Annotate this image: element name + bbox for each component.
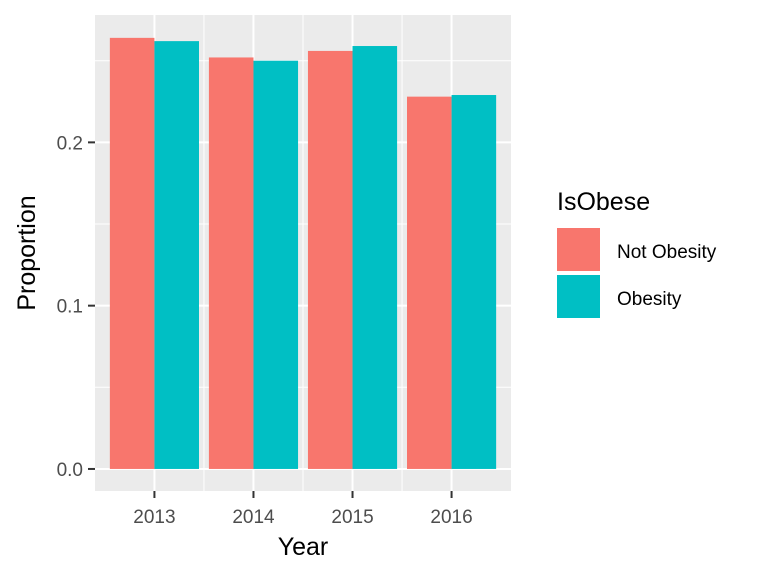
x-axis-title: Year — [278, 533, 329, 561]
x-tick-label: 2015 — [331, 507, 373, 528]
bar-not-obesity-2013 — [109, 37, 155, 469]
x-axis: 2013 2014 2015 2016 — [133, 491, 473, 528]
bar-obesity-2015 — [352, 46, 398, 469]
legend: IsObese Not Obesity Obesity — [557, 188, 717, 318]
y-axis: 0.0 0.1 0.2 — [57, 133, 95, 481]
bar-not-obesity-2016 — [407, 96, 452, 469]
legend-key-not-obesity — [557, 228, 600, 271]
legend-title: IsObese — [557, 188, 650, 216]
legend-key-obesity — [557, 275, 600, 318]
y-tick-label: 0.0 — [57, 460, 83, 481]
bar-obesity-2014 — [253, 60, 299, 469]
legend-label-not-obesity: Not Obesity — [617, 242, 717, 263]
legend-label-obesity: Obesity — [617, 289, 682, 310]
bar-not-obesity-2014 — [208, 57, 254, 469]
bar-not-obesity-2015 — [307, 50, 353, 469]
x-tick-label: 2016 — [430, 507, 472, 528]
y-tick-label: 0.1 — [57, 297, 83, 318]
y-axis-title: Proportion — [13, 195, 41, 310]
x-tick-label: 2013 — [133, 507, 175, 528]
bar-obesity-2016 — [451, 95, 497, 469]
bars — [109, 37, 497, 469]
y-tick-label: 0.2 — [57, 133, 83, 154]
x-tick-label: 2014 — [232, 507, 275, 528]
bar-obesity-2013 — [154, 41, 199, 469]
